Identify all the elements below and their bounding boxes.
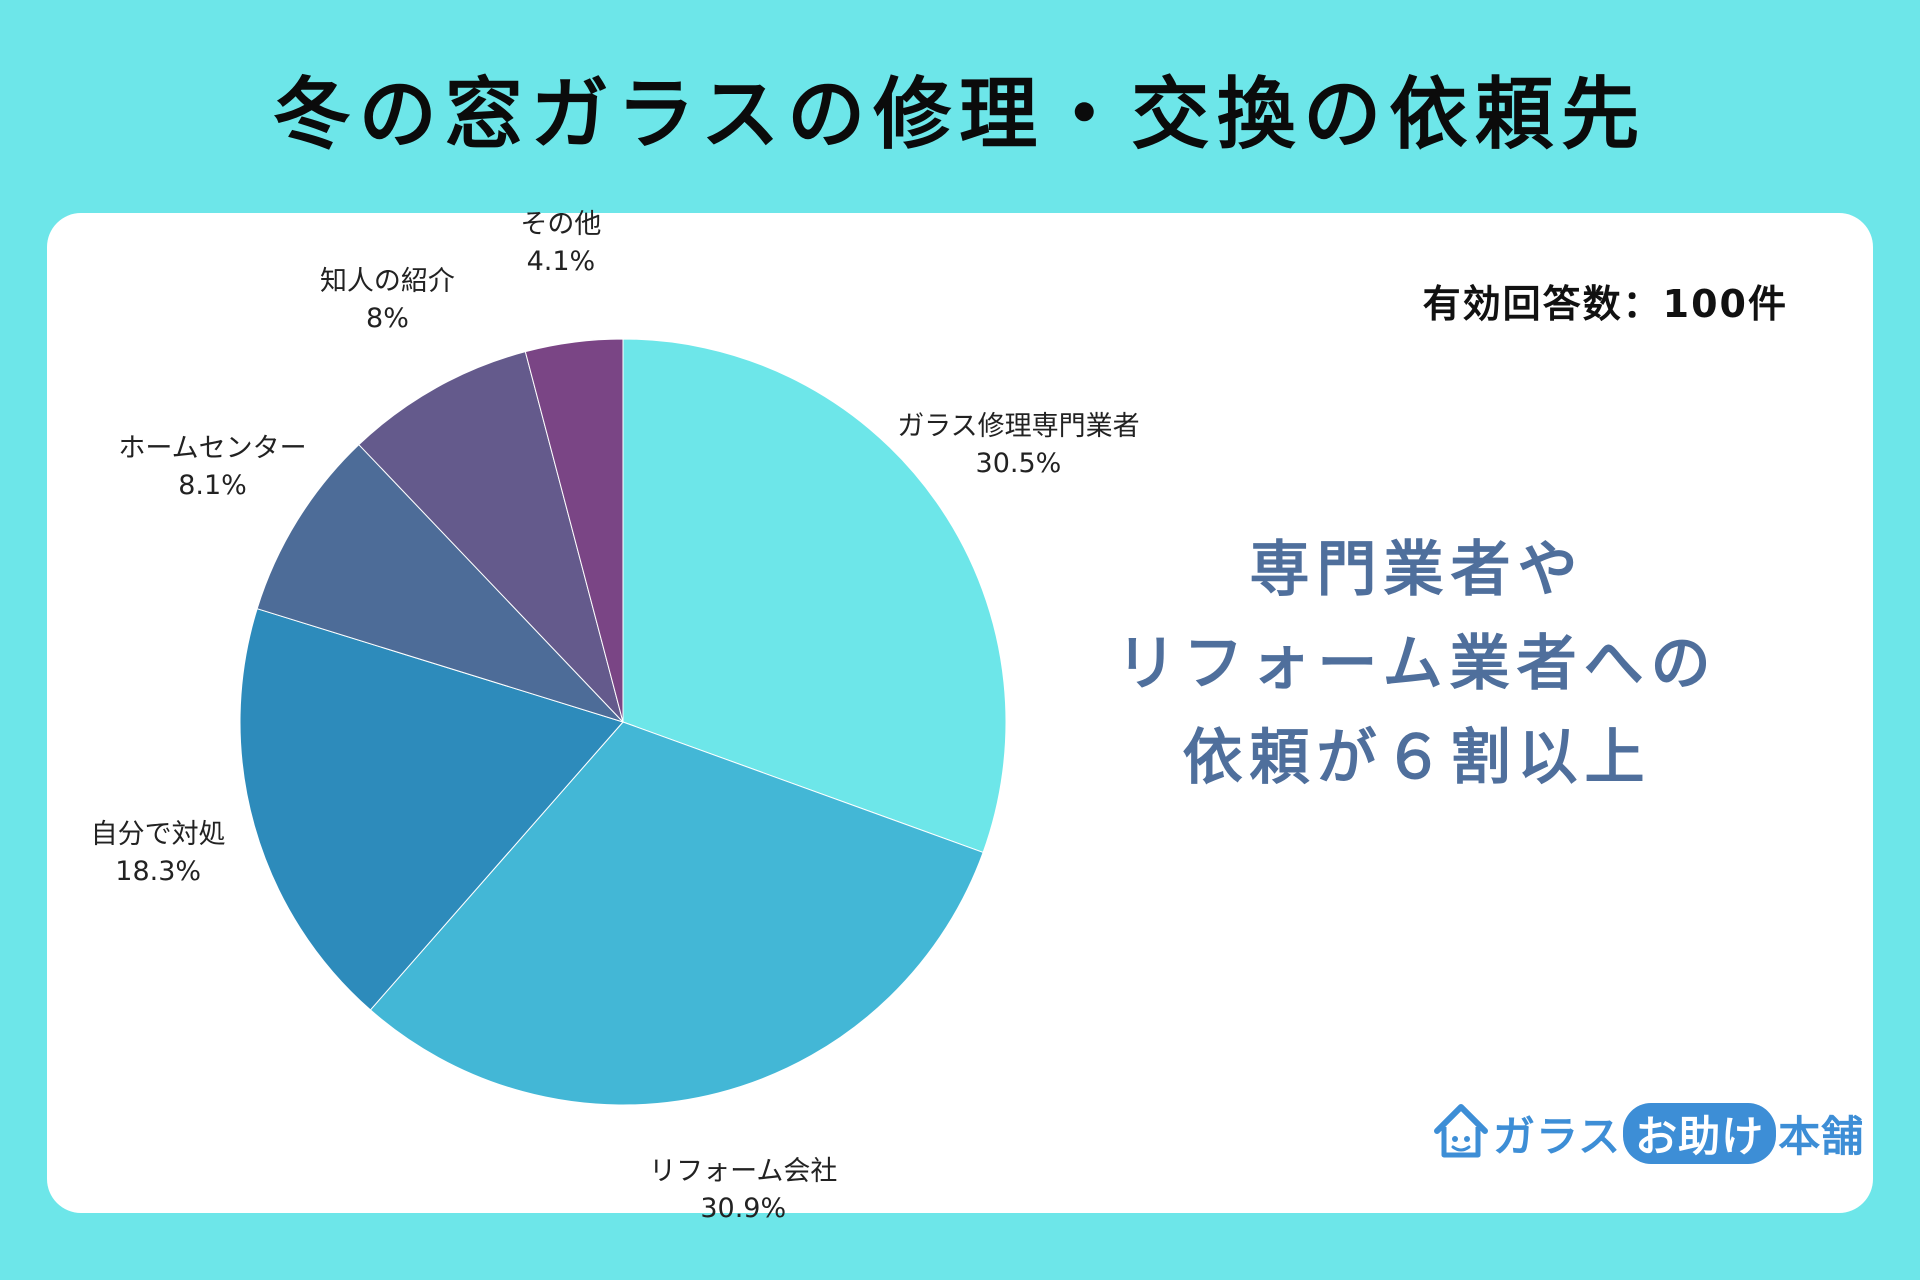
brand-name: ガラス お助け 本舗	[1493, 1103, 1864, 1164]
brand-name-part2: お助け	[1623, 1103, 1777, 1164]
page-title: 冬の窓ガラスの修理・交換の依頼先	[272, 70, 1648, 160]
slice-label-name: ホームセンター	[118, 433, 307, 465]
slice-label-value: 8%	[366, 303, 409, 335]
pie-slice-1	[369, 721, 984, 1106]
brand-name-part1: ガラス	[1493, 1112, 1622, 1161]
brand-name-part3: 本舗	[1778, 1112, 1865, 1161]
headline-line-3: 依頼が６割以上	[1182, 723, 1652, 793]
slice-label-name: ガラス修理専門業者	[897, 410, 1140, 442]
headline-line-1: 専門業者や	[1249, 535, 1585, 605]
respondent-count: 有効回答数：100件	[1422, 282, 1788, 326]
house-icon	[1434, 1104, 1488, 1158]
chart-card: ガラス修理専門業者 30.5% リフォーム会社 30.9% 自分で対処 18.3% ホームセ…	[47, 209, 1873, 1224]
slice-label-0: ガラス修理専門業者 30.5%	[868, 408, 1168, 482]
slice-label-name: リフォーム会社	[649, 1155, 838, 1187]
slice-label-value: 18.3%	[115, 856, 202, 888]
slice-label-value: 4.1%	[526, 246, 596, 278]
slice-label-value: 8.1%	[178, 470, 247, 502]
slice-label-name: その他	[520, 209, 602, 241]
pie-slice-2	[239, 608, 624, 1011]
headline-line-2: リフォーム業者への	[1116, 629, 1718, 699]
slice-label-3: ホームセンター 8.1%	[63, 430, 363, 504]
pie-slice-3	[256, 443, 625, 724]
slice-label-value: 30.5%	[975, 447, 1062, 479]
slice-label-5: その他 4.1%	[411, 206, 711, 280]
pie-slice-0	[622, 338, 1007, 854]
slice-label-1: リフォーム会社 30.9%	[593, 1153, 893, 1227]
slice-label-name: 知人の紹介	[319, 266, 455, 298]
slice-label-name: 自分で対処	[90, 819, 226, 851]
brand-logo: ガラス お助け 本舗	[1431, 1093, 1863, 1173]
slice-label-2: 自分で対処 18.3%	[8, 816, 308, 890]
pie-slice-4	[358, 351, 624, 723]
pie-chart	[239, 338, 1007, 1106]
slice-label-value: 30.9%	[700, 1192, 787, 1224]
pie-slice-5	[524, 338, 624, 723]
slice-label-4: 知人の紹介 8%	[237, 263, 537, 337]
headline: 専門業者や リフォーム業者への 依頼が６割以上	[1067, 523, 1767, 805]
